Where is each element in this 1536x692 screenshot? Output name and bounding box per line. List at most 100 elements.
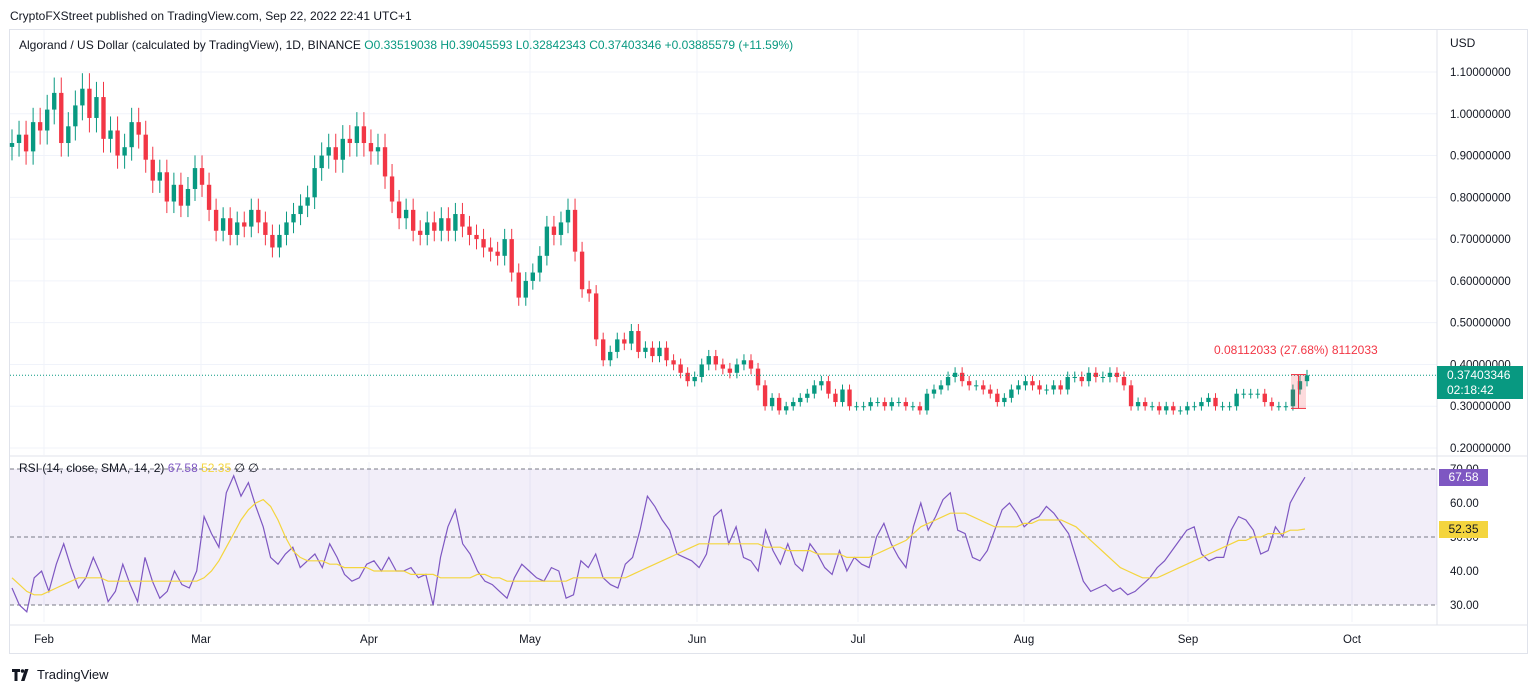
candle (270, 224, 275, 258)
candle-body (1199, 402, 1204, 407)
price-tick-label: 0.80000000 (1450, 192, 1511, 204)
candle (509, 228, 514, 282)
time-tick-label: May (519, 634, 541, 646)
candle-body (643, 347, 648, 352)
rsi-legend[interactable]: RSI (14, close, SMA, 14, 2) 67.58 52.35 … (19, 461, 259, 475)
candle-body (206, 184, 212, 210)
candle (1297, 375, 1303, 395)
candle-body (73, 105, 78, 127)
candle (1269, 397, 1274, 411)
symbol-legend[interactable]: Algorand / US Dollar (calculated by Trad… (19, 38, 793, 52)
candle (396, 189, 402, 230)
candle (769, 393, 775, 411)
candle (1023, 375, 1028, 391)
candle-body (59, 92, 64, 144)
candle-body (1051, 385, 1056, 390)
candle (903, 397, 909, 411)
candle (277, 224, 282, 258)
candle (291, 202, 296, 234)
candle (966, 375, 972, 391)
chart-frame (9, 29, 1528, 654)
candle (1058, 380, 1063, 395)
time-tick-label: Apr (360, 634, 378, 646)
candle (59, 77, 64, 157)
rsi-name: RSI (14, close, SMA, 14, 2) (19, 461, 165, 475)
candle (1192, 401, 1197, 411)
candle (52, 77, 57, 125)
candle (185, 176, 191, 218)
candle-body (601, 339, 606, 361)
candle (1241, 388, 1246, 399)
candle (931, 384, 937, 399)
candle (143, 120, 148, 173)
candle (762, 380, 768, 411)
candle (157, 159, 162, 193)
candle-body (389, 176, 395, 202)
candle (312, 155, 317, 210)
candle (840, 384, 845, 407)
last-price-badge: 0.37403346 02:18:42 (1437, 366, 1523, 399)
candle (1255, 388, 1260, 399)
candle-body (157, 172, 162, 181)
candle (1178, 406, 1183, 415)
candle (235, 211, 240, 246)
rsi-tick-label: 60.00 (1450, 498, 1479, 510)
candle (572, 198, 578, 262)
candle (305, 185, 310, 218)
candle-body (361, 126, 367, 144)
candle (748, 354, 754, 375)
candle-body (727, 368, 733, 373)
candle-body (410, 209, 416, 231)
price-tick-label: 0.50000000 (1450, 318, 1511, 330)
candle (474, 224, 479, 250)
candle-body (882, 402, 887, 407)
candle-body (80, 88, 85, 106)
candle-body (896, 402, 901, 404)
candle (537, 246, 543, 282)
candle (544, 215, 550, 266)
candle-body (37, 122, 43, 131)
candle-body (629, 331, 634, 344)
candle-body (9, 143, 15, 147)
price-tick-label: 0.70000000 (1450, 234, 1511, 246)
candle (1128, 380, 1134, 411)
candle-body (256, 209, 261, 223)
candle (178, 172, 184, 218)
candle (664, 341, 669, 367)
candle (868, 397, 873, 411)
candle (565, 198, 571, 234)
footer-brand[interactable]: TradingView (12, 667, 109, 682)
candle-body (671, 360, 676, 365)
publisher-line: CryptoFXStreet published on TradingView.… (10, 9, 412, 23)
sma-legend-value: 52.35 (201, 461, 232, 475)
candle (87, 73, 92, 133)
candle (678, 358, 683, 379)
candle (108, 116, 113, 153)
candle-body (396, 201, 402, 219)
candle (213, 198, 219, 242)
candle-body (446, 218, 451, 231)
candle-body (889, 402, 894, 407)
candle-body (382, 147, 388, 177)
candle (30, 107, 36, 165)
candle (502, 228, 507, 266)
candle-body (481, 239, 486, 248)
candle-body (1128, 385, 1134, 407)
candle (319, 142, 324, 181)
candle-body (150, 159, 155, 181)
candle (171, 172, 177, 214)
candle (882, 397, 887, 411)
candle-body (1178, 410, 1183, 412)
candle-body (1248, 393, 1253, 395)
rsi-value-badge: 67.58 (1439, 469, 1488, 486)
candle-body (959, 372, 965, 382)
candle-body (460, 214, 465, 227)
candle (1016, 380, 1021, 395)
candle-body (1023, 381, 1028, 386)
candle (115, 116, 120, 169)
candle (896, 397, 901, 407)
candle-body (910, 406, 916, 408)
candle (608, 345, 613, 367)
open-value: O0.33519038 (364, 38, 438, 52)
